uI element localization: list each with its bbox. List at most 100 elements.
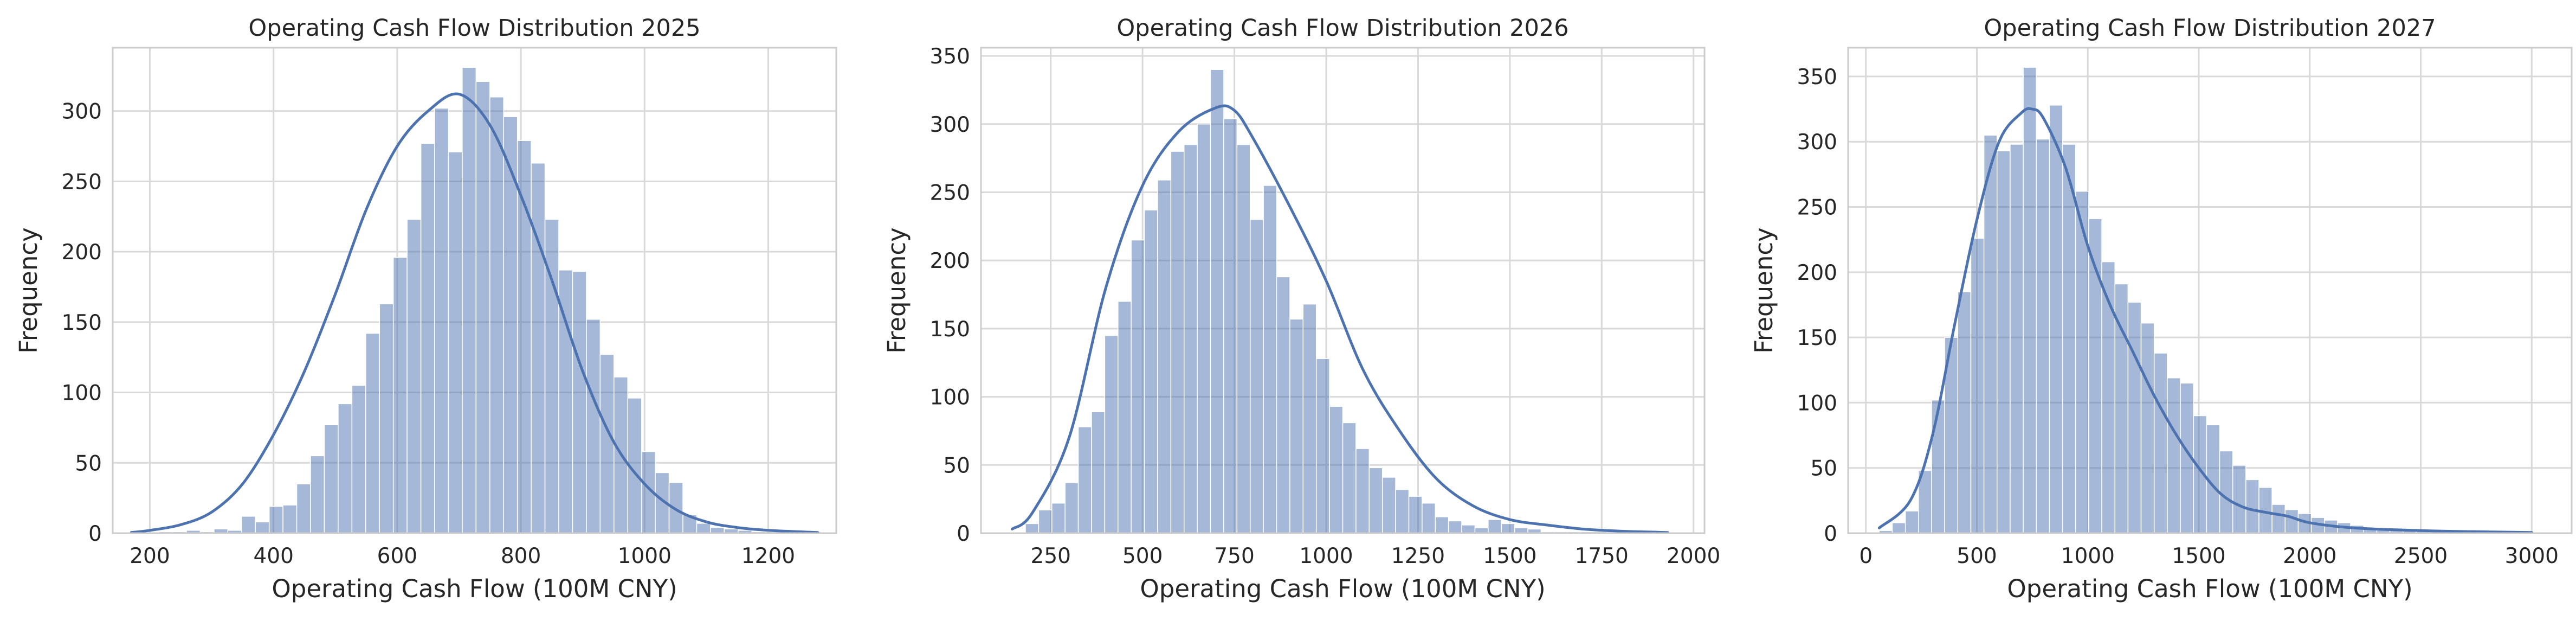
histogram-bar <box>338 403 353 534</box>
x-tick-label: 800 <box>501 544 541 568</box>
histogram-bar <box>1342 422 1357 534</box>
y-tick-label: 0 <box>957 522 970 546</box>
x-tick-label: 500 <box>1957 544 1997 568</box>
histogram-bar <box>296 483 311 534</box>
histogram-bar <box>392 257 408 534</box>
y-tick-label: 0 <box>1824 522 1837 546</box>
histogram-bar <box>255 521 270 534</box>
histogram-bar <box>2101 261 2115 534</box>
histogram-bar <box>1183 144 1198 534</box>
kde-curve <box>1011 104 1669 534</box>
histogram-bar <box>517 140 532 534</box>
y-axis-label: Frequency <box>14 227 43 353</box>
y-tick-label: 150 <box>930 317 970 342</box>
histogram-bar <box>1236 144 1251 534</box>
y-tick-label: 100 <box>1797 391 1837 415</box>
x-axis-label: Operating Cash Flow (100M CNY) <box>272 574 677 603</box>
y-tick-label: 350 <box>930 44 970 69</box>
histogram-bar <box>1891 522 1906 534</box>
x-tick-label: 1750 <box>1575 544 1629 568</box>
histogram-bar <box>2010 144 2024 534</box>
histogram-bar <box>1368 467 1383 534</box>
histogram-bar <box>2114 283 2129 534</box>
histogram-bar <box>351 385 366 534</box>
histogram-bar <box>1263 185 1277 534</box>
y-tick-label: 300 <box>62 100 102 124</box>
y-tick-label: 350 <box>1797 65 1837 89</box>
histogram-bars <box>158 67 822 534</box>
histogram-bar <box>1118 300 1132 534</box>
y-tick-label: 250 <box>1797 196 1837 220</box>
histogram-bar <box>2232 465 2246 534</box>
kde-curve <box>130 92 819 534</box>
histogram-bar <box>1276 276 1290 534</box>
x-axis-label: Operating Cash Flow (100M CNY) <box>2007 574 2412 603</box>
histogram-bar <box>2245 479 2259 534</box>
histogram-bar <box>2036 138 2050 534</box>
histogram-bar <box>2140 322 2155 534</box>
histogram-bar <box>1051 502 1066 534</box>
chart-title: Operating Cash Flow Distribution 2027 <box>1984 15 2436 42</box>
x-tick-label: 2000 <box>1667 544 1720 568</box>
kde-line <box>1877 107 2533 534</box>
y-axis-ticks: 0 50 100 150 200 250 300 350 <box>1797 65 1837 546</box>
y-axis-ticks: 0 50 100 150 200 250 300 <box>62 100 102 546</box>
histogram-bar <box>586 318 601 534</box>
histogram-bar <box>475 81 490 534</box>
histogram-bar <box>1355 448 1370 534</box>
histogram-bar <box>2075 190 2089 534</box>
histogram-bar <box>2271 504 2286 534</box>
histogram-bar <box>2049 105 2063 534</box>
x-tick-label: 2500 <box>2394 544 2448 568</box>
histogram-bar <box>1435 516 1449 534</box>
x-tick-label: 500 <box>1122 544 1163 568</box>
chart-panel-2026: 250 500 750 1000 1250 1500 1750 2000 0 50 100 150 2… <box>882 15 1720 603</box>
histogram-bars <box>1878 67 2535 534</box>
histogram-bar <box>282 504 298 534</box>
histogram-bar <box>1997 150 2011 534</box>
histogram-bar <box>1381 477 1396 534</box>
y-tick-label: 150 <box>62 311 102 335</box>
histogram-bar <box>462 67 477 534</box>
x-axis-ticks: 0 500 1000 1500 2000 2500 3000 <box>1859 544 2559 568</box>
chart-title: Operating Cash Flow Distribution 2025 <box>248 15 700 42</box>
y-axis-label: Frequency <box>882 227 911 353</box>
x-tick-label: 750 <box>1214 544 1254 568</box>
histogram-bar <box>1957 291 1972 534</box>
histogram-bar <box>1461 524 1476 534</box>
y-tick-label: 200 <box>930 249 970 273</box>
histogram-bar <box>379 303 394 534</box>
x-tick-label: 200 <box>130 544 170 568</box>
y-axis-label: Frequency <box>1749 227 1778 353</box>
y-tick-label: 50 <box>943 453 970 478</box>
histogram-bar <box>2023 67 2037 534</box>
histogram-bar <box>406 219 422 534</box>
x-axis-ticks: 200 400 600 800 1000 1200 <box>130 544 795 568</box>
histogram-bar <box>1025 523 1040 534</box>
histogram-bar <box>1144 209 1158 534</box>
x-tick-label: 2000 <box>2283 544 2336 568</box>
y-tick-label: 300 <box>1797 130 1837 155</box>
histogram-bar <box>420 143 435 534</box>
histogram-bar <box>1501 523 1515 534</box>
histogram-bar <box>241 516 256 534</box>
x-tick-label: 1500 <box>1483 544 1536 568</box>
y-axis-ticks: 0 50 100 150 200 250 300 350 <box>930 44 970 546</box>
x-tick-label: 3000 <box>2505 544 2559 568</box>
y-tick-label: 50 <box>75 451 102 476</box>
x-axis-label: Operating Cash Flow (100M CNY) <box>1140 574 1545 603</box>
y-tick-label: 100 <box>62 381 102 406</box>
kde-curve <box>1877 107 2533 534</box>
histogram-bar <box>710 527 725 534</box>
histogram-bar <box>310 455 325 534</box>
y-tick-label: 250 <box>930 181 970 205</box>
x-tick-label: 1000 <box>1299 544 1353 568</box>
x-axis-ticks: 250 500 750 1000 1250 1500 1750 2000 <box>1031 544 1721 568</box>
x-tick-label: 1000 <box>2061 544 2115 568</box>
y-tick-label: 0 <box>88 522 102 546</box>
x-tick-label: 400 <box>253 544 293 568</box>
histogram-bar <box>324 424 339 534</box>
x-tick-label: 250 <box>1031 544 1071 568</box>
histogram-bar <box>1302 303 1317 534</box>
histogram-bar <box>599 354 615 534</box>
